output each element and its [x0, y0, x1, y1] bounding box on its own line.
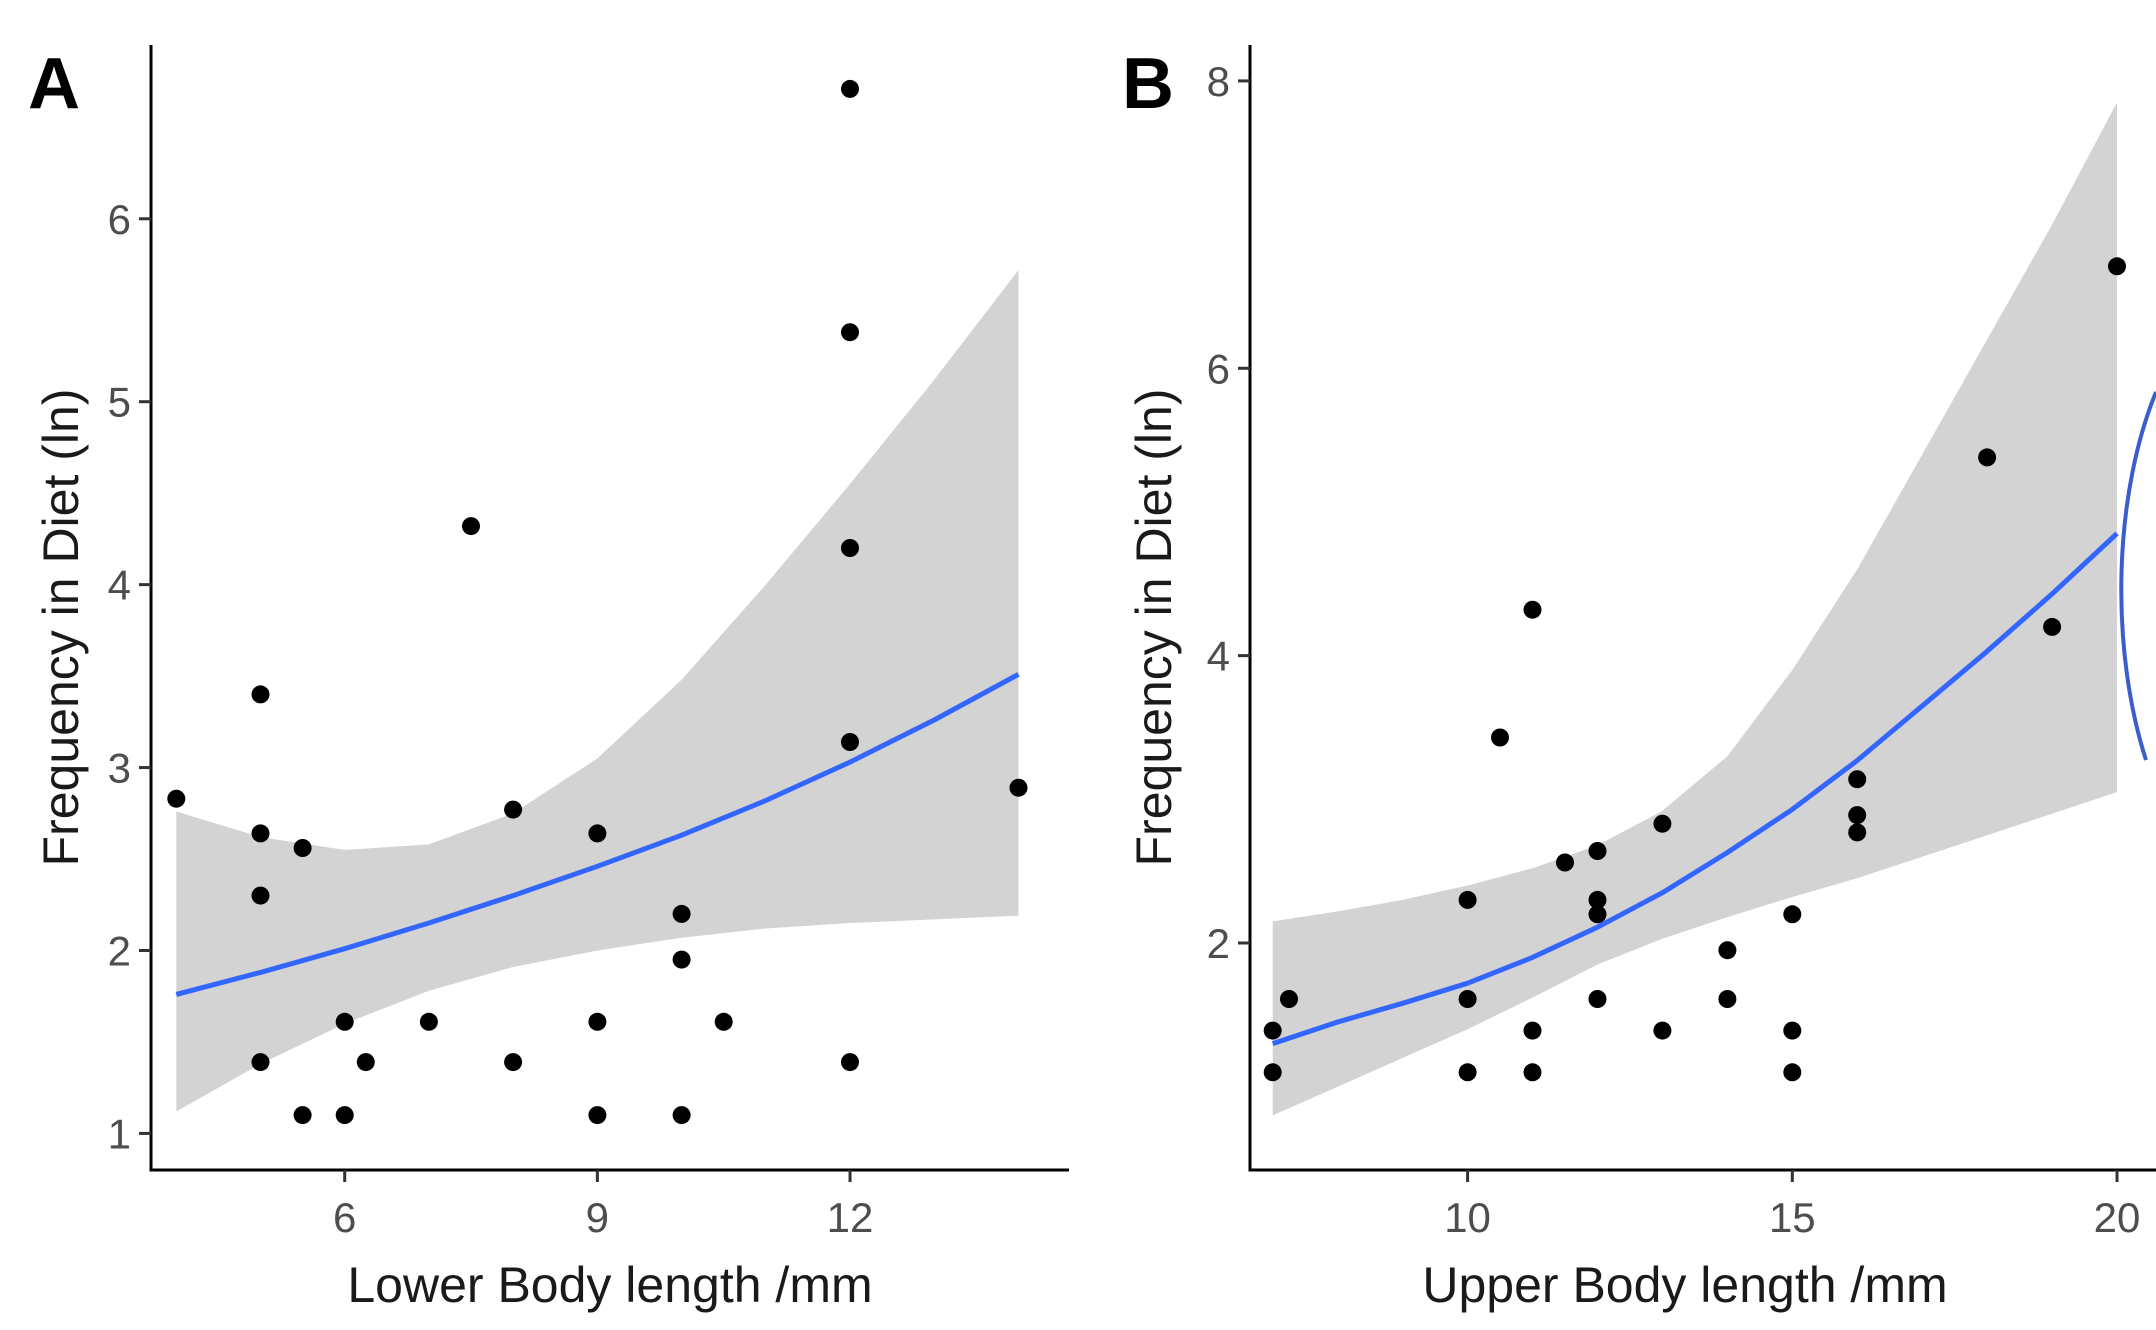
y-tick-label: 4: [1207, 633, 1230, 680]
panel-b: 2 4 6 8 10 15 20 Upper Body length /mm Frequency…: [1122, 44, 2156, 1313]
data-point: [504, 1053, 523, 1072]
x-tick-label: 6: [333, 1194, 356, 1241]
data-point: [293, 1106, 312, 1125]
axis-lines: [149, 45, 1069, 1172]
y-tick-label: 5: [108, 379, 131, 426]
confidence-band: [176, 270, 1019, 1112]
data-point: [672, 950, 691, 969]
data-point: [251, 824, 270, 843]
axis-lines: [1248, 45, 2156, 1172]
data-point: [293, 839, 312, 857]
data-point: [167, 789, 186, 808]
x-axis-title: Lower Body length /mm: [347, 1257, 872, 1313]
decorative-arc: [2119, 391, 2156, 761]
data-point: [588, 1106, 607, 1125]
data-point: [462, 517, 480, 536]
data-point: [1280, 990, 1298, 1008]
data-point: [1848, 806, 1867, 825]
data-point: [1263, 1063, 1282, 1082]
data-point: [1523, 1021, 1542, 1040]
y-axis-title: Frequency in Diet (ln): [1126, 389, 1182, 867]
data-point: [841, 79, 859, 98]
x-tick-label: 10: [1444, 1194, 1491, 1241]
data-point: [672, 1106, 691, 1125]
x-tick-label: 12: [827, 1194, 874, 1241]
y-tick-label: 4: [108, 562, 131, 609]
trend-line: [1271, 531, 2119, 1046]
data-point: [1458, 1063, 1477, 1082]
data-point: [588, 824, 607, 843]
data-point: [672, 904, 691, 923]
y-tick-label: 6: [1207, 345, 1230, 392]
x-axis-title: Upper Body length /mm: [1422, 1257, 1947, 1313]
data-point: [1588, 905, 1607, 924]
trend-line: [175, 672, 1020, 997]
data-point: [1491, 728, 1509, 747]
data-point: [335, 1012, 354, 1031]
data-point: [1848, 770, 1867, 789]
data-point: [1458, 890, 1477, 909]
data-point: [841, 323, 859, 342]
confidence-band: [1272, 102, 2117, 1116]
data-point: [841, 1053, 859, 1072]
data-point: [1458, 990, 1477, 1008]
data-point: [1783, 905, 1802, 924]
data-point: [1556, 853, 1574, 872]
data-point: [841, 539, 859, 557]
y-tick-label: 6: [108, 196, 131, 243]
data-point: [2043, 617, 2062, 636]
data-point: [1588, 890, 1607, 909]
data-point: [588, 1012, 607, 1031]
data-point: [1523, 1063, 1542, 1082]
data-point: [1978, 448, 1997, 467]
data-point: [251, 685, 270, 704]
data-point: [251, 1053, 270, 1072]
panel-label: B: [1122, 44, 1174, 124]
data-point: [1009, 778, 1028, 797]
data-point: [335, 1106, 354, 1125]
data-point: [1523, 600, 1542, 619]
data-point: [1783, 1021, 1802, 1040]
y-tick-label: 1: [108, 1110, 131, 1157]
data-point: [1588, 842, 1607, 860]
data-point: [356, 1053, 375, 1072]
data-point: [1783, 1063, 1802, 1082]
data-point: [1718, 941, 1737, 960]
data-point: [419, 1012, 438, 1031]
y-axis-title: Frequency in Diet (ln): [33, 389, 89, 867]
x-tick-label: 9: [586, 1194, 609, 1241]
y-tick-label: 3: [108, 745, 131, 792]
y-tick-label: 8: [1207, 58, 1230, 105]
data-point: [1653, 1021, 1672, 1040]
x-tick-label: 20: [2094, 1194, 2141, 1241]
panel-label: A: [28, 44, 80, 124]
data-point: [1263, 1021, 1282, 1040]
data-point: [1718, 990, 1737, 1008]
y-tick-label: 2: [108, 927, 131, 974]
data-point: [1588, 990, 1607, 1008]
data-point: [251, 886, 270, 905]
data-point: [841, 733, 859, 751]
x-tick-label: 15: [1769, 1194, 1816, 1241]
data-point: [2108, 257, 2126, 276]
data-point: [714, 1012, 733, 1031]
data-point: [1653, 814, 1672, 833]
data-point: [504, 800, 523, 819]
data-point: [1848, 823, 1867, 842]
y-tick-label: 2: [1207, 920, 1230, 967]
